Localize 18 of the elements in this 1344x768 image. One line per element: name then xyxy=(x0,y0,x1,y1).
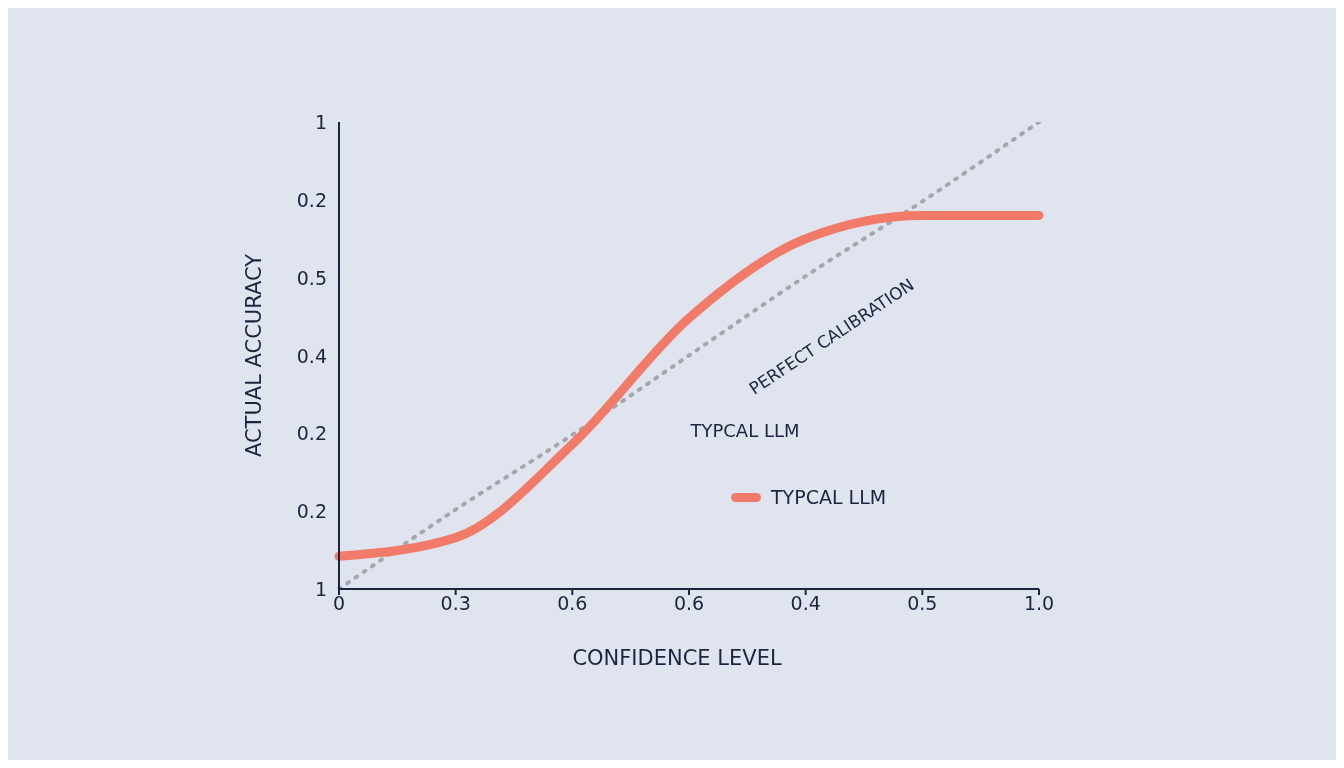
text: 0.2 xyxy=(296,422,327,445)
legend-label: TYPCAL LLM xyxy=(771,486,887,509)
text: 0.2 xyxy=(296,188,327,211)
x-tick-label: 0 xyxy=(332,592,346,615)
x-tick-label: 0.6 xyxy=(673,592,705,615)
x-tick-label: 0.3 xyxy=(440,592,471,615)
y-axis-title: ACTUAL ACCURACY xyxy=(242,253,266,458)
x-tick-label: 0.4 xyxy=(790,592,821,615)
x-tick-label: 0.5 xyxy=(907,592,938,615)
x-axis-title: CONFIDENCE LEVEL xyxy=(572,646,782,670)
text: 0.2 xyxy=(296,500,327,523)
text: 0.4 xyxy=(296,344,327,367)
annotation: TYPCAL LLM xyxy=(689,420,800,442)
text: 1 xyxy=(314,578,327,600)
text: 1 xyxy=(314,111,327,133)
x-tick-label: 1.0 xyxy=(1023,592,1055,615)
text: 0.5 xyxy=(296,266,327,289)
x-tick-label: 0.6 xyxy=(557,592,588,615)
